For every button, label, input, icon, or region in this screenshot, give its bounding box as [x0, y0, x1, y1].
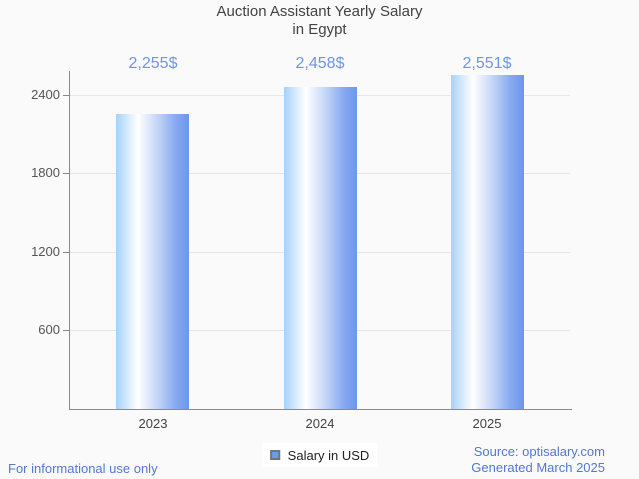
- y-axis-tick: [63, 252, 69, 253]
- disclaimer-text: For informational use only: [8, 461, 158, 476]
- source-text: Source: optisalary.com: [473, 444, 605, 459]
- chart-title: Auction Assistant Yearly Salary in Egypt: [0, 3, 639, 39]
- bar-value-label: 2,458$: [295, 55, 345, 72]
- x-axis-label: 2025: [472, 416, 502, 431]
- legend: Salary in USD: [261, 443, 378, 467]
- bar-value-label: 2,551$: [462, 55, 512, 72]
- y-axis-line: [69, 71, 70, 409]
- y-axis-label: 1200: [31, 244, 60, 259]
- bar-2025: [451, 75, 524, 409]
- y-axis-label: 2400: [31, 87, 60, 102]
- y-axis-tick: [63, 330, 69, 331]
- bar-2024: [284, 87, 357, 409]
- y-axis-tick: [63, 173, 69, 174]
- x-axis-label: 2023: [138, 416, 168, 431]
- bar-value-label: 2,255$: [128, 55, 178, 72]
- source-info: Source: optisalary.com Generated March 2…: [471, 444, 605, 476]
- bar-2023: [116, 114, 189, 409]
- generated-text: Generated March 2025: [471, 460, 605, 475]
- y-axis-label: 600: [38, 322, 60, 337]
- legend-swatch-icon: [269, 450, 280, 460]
- y-axis-label: 1800: [31, 165, 60, 180]
- chart-title-line1: Auction Assistant Yearly Salary: [216, 3, 423, 20]
- legend-label: Salary in USD: [287, 447, 370, 463]
- x-axis-line: [69, 409, 572, 410]
- chart-title-line2: in Egypt: [292, 21, 347, 38]
- x-axis-label: 2024: [305, 416, 335, 431]
- y-axis-tick: [63, 95, 69, 96]
